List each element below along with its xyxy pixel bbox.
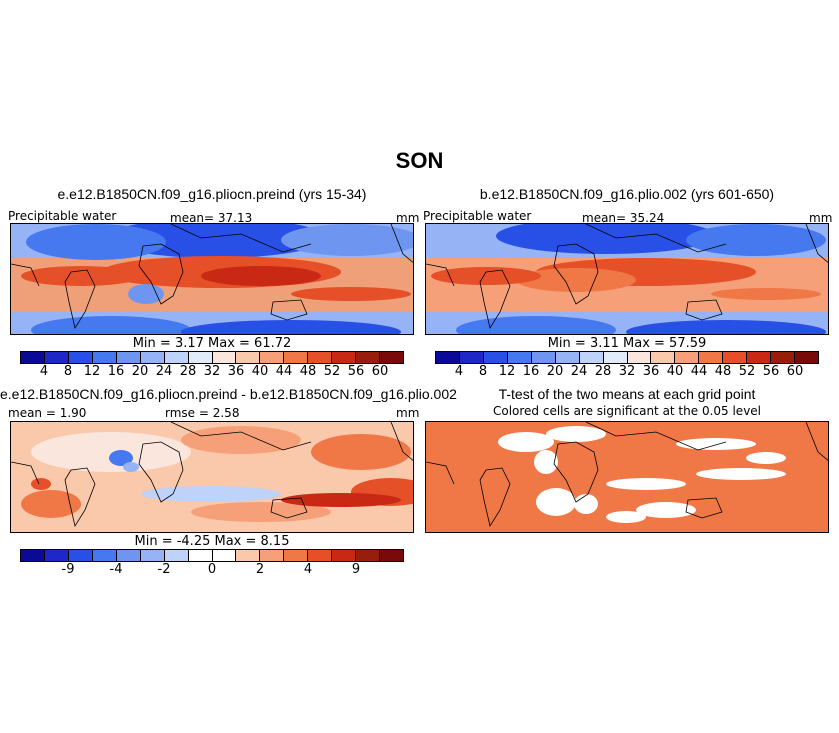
- panel1-map: [10, 223, 414, 335]
- colorbar-tick-label: 20: [131, 364, 149, 379]
- panel4-subtitle: Colored cells are significant at the 0.0…: [492, 404, 762, 418]
- colorbar-tick-label: 56: [347, 364, 365, 379]
- colorbar-tick-label: 20: [546, 364, 564, 379]
- colorbar-tick-label: 40: [666, 364, 684, 379]
- panel3-units: mm: [396, 406, 420, 420]
- panel2-map: [425, 223, 829, 335]
- panel2-colorbar: [435, 351, 819, 364]
- figure-title: SON: [395, 148, 444, 173]
- panel1-mean: mean= 37.13: [170, 211, 253, 225]
- panel1-units: mm: [396, 211, 420, 225]
- colorbar-tick-label: 8: [478, 364, 488, 379]
- colorbar-tick-label: -2: [157, 562, 171, 577]
- colorbar-tick-label: 2: [255, 562, 265, 577]
- colorbar-tick-label: 4: [39, 364, 49, 379]
- panel4-map: [425, 421, 829, 533]
- colorbar-tick-label: 44: [690, 364, 708, 379]
- colorbar-tick-label: 48: [714, 364, 732, 379]
- colorbar-tick-label: 0: [207, 562, 217, 577]
- panel3-map: [10, 421, 414, 533]
- colorbar-tick-label: 32: [618, 364, 636, 379]
- colorbar-tick-label: 60: [786, 364, 804, 379]
- panel1-colorbar: [20, 351, 404, 364]
- panel1-variable: Precipitable water: [8, 209, 117, 223]
- colorbar-tick-label: 9: [351, 562, 361, 577]
- colorbar-tick-label: -4: [109, 562, 123, 577]
- panel3-colorbar: [20, 549, 404, 562]
- panel3-mean: mean = 1.90: [8, 406, 87, 420]
- panel3-title: e.e12.B1850CN.f09_g16.pliocn.preind - b.…: [0, 386, 457, 402]
- colorbar-tick-label: 52: [323, 364, 341, 379]
- panel2-minmax: Min = 3.11 Max = 57.59: [547, 336, 707, 351]
- colorbar-tick-label: 28: [179, 364, 197, 379]
- colorbar-tick-label: 48: [299, 364, 317, 379]
- panel3-rmse: rmse = 2.58: [165, 406, 240, 420]
- colorbar-tick-label: 24: [155, 364, 173, 379]
- colorbar-tick-label: 52: [738, 364, 756, 379]
- colorbar-tick-label: 4: [303, 562, 313, 577]
- colorbar-tick-label: 16: [522, 364, 540, 379]
- panel2-units: mm: [809, 211, 833, 225]
- colorbar-tick-label: 28: [594, 364, 612, 379]
- colorbar-tick-label: -9: [61, 562, 75, 577]
- colorbar-tick-label: 12: [498, 364, 516, 379]
- panel1-title: e.e12.B1850CN.f09_g16.pliocn.preind (yrs…: [57, 186, 367, 202]
- colorbar-tick-label: 24: [570, 364, 588, 379]
- colorbar-tick-label: 36: [227, 364, 245, 379]
- panel2-variable: Precipitable water: [423, 209, 532, 223]
- colorbar-tick-label: 60: [371, 364, 389, 379]
- panel2-mean: mean= 35.24: [582, 211, 665, 225]
- panel2-title: b.e12.B1850CN.f09_g16.plio.002 (yrs 601-…: [479, 186, 775, 202]
- colorbar-tick-label: 4: [454, 364, 464, 379]
- panel1-minmax: Min = 3.17 Max = 61.72: [132, 336, 292, 351]
- colorbar-tick-label: 44: [275, 364, 293, 379]
- colorbar-tick-label: 40: [251, 364, 269, 379]
- colorbar-tick-label: 16: [107, 364, 125, 379]
- colorbar-tick-label: 36: [642, 364, 660, 379]
- colorbar-tick-label: 56: [762, 364, 780, 379]
- panel3-minmax: Min = -4.25 Max = 8.15: [134, 534, 290, 549]
- colorbar-tick-label: 12: [83, 364, 101, 379]
- colorbar-tick-label: 8: [63, 364, 73, 379]
- panel4-title: T-test of the two means at each grid poi…: [498, 386, 756, 402]
- colorbar-tick-label: 32: [203, 364, 221, 379]
